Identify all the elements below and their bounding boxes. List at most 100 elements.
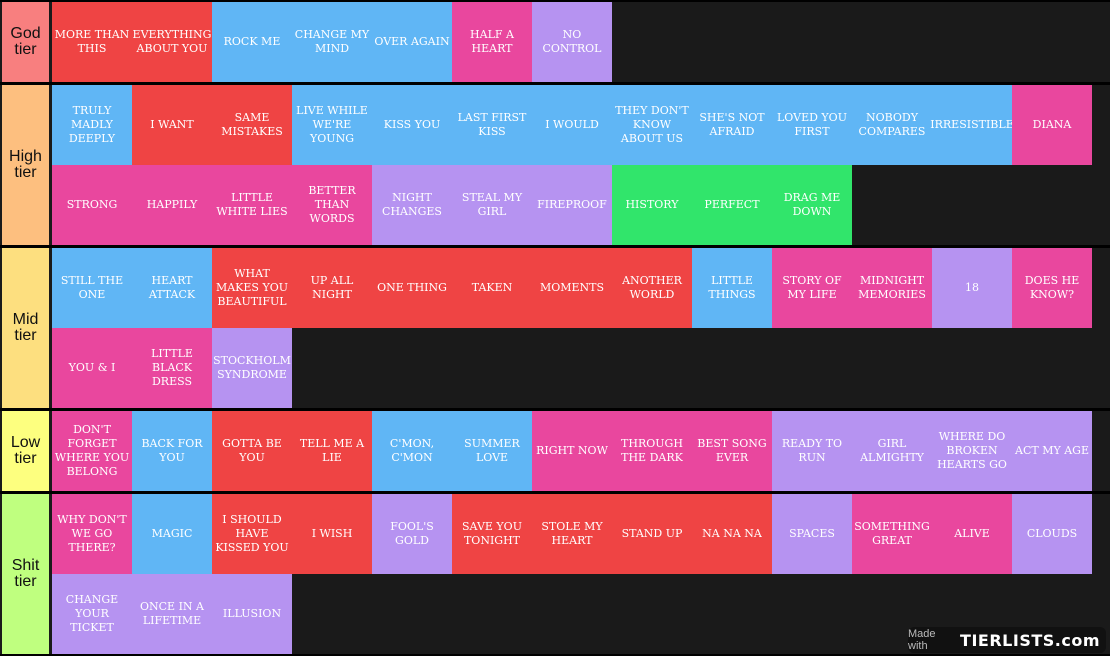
tier-item[interactable]: NIGHT CHANGES	[372, 165, 452, 245]
tier-item[interactable]: I WANT	[132, 85, 212, 165]
tier-item[interactable]: DOES HE KNOW?	[1012, 248, 1092, 328]
tier-items: DON'T FORGET WHERE YOU BELONG BACK FOR YO…	[52, 411, 1092, 491]
tier-item[interactable]: DIANA	[1012, 85, 1092, 165]
tier-item-label: DON'T FORGET WHERE YOU BELONG	[54, 423, 130, 478]
tier-item[interactable]: ONE THING	[372, 248, 452, 328]
tier-item[interactable]: LIVE WHILE WE'RE YOUNG	[292, 85, 372, 165]
tier-item[interactable]: READY TO RUN	[772, 411, 852, 491]
tier-item-label: SPACES	[789, 527, 835, 540]
tier-item[interactable]: TRULY MADLY DEEPLY	[52, 85, 132, 165]
tier-item[interactable]: ILLUSION	[212, 574, 292, 654]
tier-item[interactable]: WHERE DO BROKEN HEARTS GO	[932, 411, 1012, 491]
tier-item[interactable]: STILL THE ONE	[52, 248, 132, 328]
tier-item-label: HALF A HEART	[470, 28, 514, 55]
tier-item[interactable]: BEST SONG EVER	[692, 411, 772, 491]
tier-item-label: SUMMER LOVE	[464, 437, 520, 464]
tier-item-label: TAKEN	[471, 281, 513, 294]
tier-item[interactable]: YOU & I	[52, 328, 132, 408]
tier-item[interactable]: DRAG ME DOWN	[772, 165, 852, 245]
tier-item[interactable]: HISTORY	[612, 165, 692, 245]
tier-item[interactable]: LAST FIRST KISS	[452, 85, 532, 165]
tier-item[interactable]: DON'T FORGET WHERE YOU BELONG	[52, 411, 132, 491]
tier-item[interactable]: MIDNIGHT MEMORIES	[852, 248, 932, 328]
tier-item[interactable]: STAND UP	[612, 494, 692, 574]
tier-item[interactable]: IRRESISTIBLE	[930, 85, 1014, 165]
tier-label[interactable]: God tier	[2, 2, 49, 82]
tier-item[interactable]: KISS YOU	[372, 85, 452, 165]
tier-item[interactable]: WHY DON'T WE GO THERE?	[52, 494, 132, 574]
tier-item-label: THROUGH THE DARK	[621, 437, 683, 464]
tier-item[interactable]: BETTER THAN WORDS	[292, 165, 372, 245]
tier-item-label: C'MON, C'MON	[389, 437, 435, 464]
tier-item[interactable]: CLOUDS	[1012, 494, 1092, 574]
tier-item[interactable]: STORY OF MY LIFE	[772, 248, 852, 328]
tier-label[interactable]: Shit tier	[2, 494, 49, 654]
tier-item[interactable]: LITTLE WHITE LIES	[212, 165, 292, 245]
tier-item[interactable]: SUMMER LOVE	[452, 411, 532, 491]
tier-item[interactable]: TELL ME A LIE	[292, 411, 372, 491]
tier-item[interactable]: HAPPILY	[132, 165, 212, 245]
tier-item[interactable]: BACK FOR YOU	[132, 411, 212, 491]
tier-item-label: TELL ME A LIE	[299, 437, 365, 464]
tier-item[interactable]: ANOTHER WORLD	[612, 248, 692, 328]
tier-item[interactable]: ROCK ME	[212, 2, 292, 82]
tier-item-label: DOES HE KNOW?	[1024, 274, 1080, 301]
tier-item-label: STOLE MY HEART	[541, 520, 603, 547]
tier-item[interactable]: MORE THAN THIS	[52, 2, 132, 82]
tier-item[interactable]: SPACES	[772, 494, 852, 574]
tier-item[interactable]: HALF A HEART	[452, 2, 532, 82]
tier-item-label: TRULY MADLY DEEPLY	[68, 104, 116, 145]
tier-item[interactable]: OVER AGAIN	[372, 2, 452, 82]
tier-label[interactable]: High tier	[2, 85, 49, 245]
tier-item[interactable]: LOVED YOU FIRST	[772, 85, 852, 165]
tier-item[interactable]: MAGIC	[132, 494, 212, 574]
tier-item[interactable]: STOLE MY HEART	[532, 494, 612, 574]
tier-item[interactable]: PERFECT	[692, 165, 772, 245]
tier-item[interactable]: MOMENTS	[532, 248, 612, 328]
tier-item[interactable]: UP ALL NIGHT	[292, 248, 372, 328]
tier-item[interactable]: NOBODY COMPARES	[852, 85, 932, 165]
tier-item-label: WHAT MAKES YOU BEAUTIFUL	[215, 267, 289, 308]
tier-item-label: ACT MY AGE	[1015, 444, 1089, 457]
tier-item-label: IRRESISTIBLE	[930, 118, 1014, 131]
tier-item[interactable]: HEART ATTACK	[132, 248, 212, 328]
tier-item[interactable]: FOOL'S GOLD	[372, 494, 452, 574]
tier-item[interactable]: TAKEN	[452, 248, 532, 328]
tier-label[interactable]: Mid tier	[2, 248, 49, 408]
tier-item[interactable]: NA NA NA	[692, 494, 772, 574]
tier-item[interactable]: EVERYTHING ABOUT YOU	[132, 2, 212, 82]
tier-item-label: RIGHT NOW	[536, 444, 608, 457]
tier-item[interactable]: I SHOULD HAVE KISSED YOU	[212, 494, 292, 574]
tier-label[interactable]: Low tier	[2, 411, 49, 491]
tier-item[interactable]: FIREPROOF	[532, 165, 612, 245]
tier-item[interactable]: GOTTA BE YOU	[212, 411, 292, 491]
tier-item-label: BEST SONG EVER	[697, 437, 767, 464]
tier-item[interactable]: THEY DON'T KNOW ABOUT US	[612, 85, 692, 165]
tier-item[interactable]: ALIVE	[932, 494, 1012, 574]
tier-item[interactable]: LITTLE BLACK DRESS	[132, 328, 212, 408]
tier-item[interactable]: RIGHT NOW	[532, 411, 612, 491]
tier-item[interactable]: WHAT MAKES YOU BEAUTIFUL	[212, 248, 292, 328]
tier-item[interactable]: NO CONTROL	[532, 2, 612, 82]
tier-item[interactable]: ACT MY AGE	[1012, 411, 1092, 491]
tier-item[interactable]: I WOULD	[532, 85, 612, 165]
tier-item[interactable]: SAVE YOU TONIGHT	[452, 494, 532, 574]
tier-item[interactable]: I WISH	[292, 494, 372, 574]
tier-item[interactable]: SOMETHING GREAT	[852, 494, 932, 574]
tier-item[interactable]: STRONG	[52, 165, 132, 245]
tier-item-label: EVERYTHING ABOUT YOU	[132, 28, 212, 55]
tier-item[interactable]: STEAL MY GIRL	[452, 165, 532, 245]
tier-item[interactable]: CHANGE YOUR TICKET	[52, 574, 132, 654]
tier-item[interactable]: STOCKHOLM SYNDROME	[212, 328, 292, 408]
tier-item[interactable]: GIRL ALMIGHTY	[852, 411, 932, 491]
tier-item-label: ONCE IN A LIFETIME	[140, 600, 204, 627]
tier-item[interactable]: LITTLE THINGS	[692, 248, 772, 328]
tier-item[interactable]: 18	[932, 248, 1012, 328]
tier-item[interactable]: ONCE IN A LIFETIME	[132, 574, 212, 654]
tier-item[interactable]: CHANGE MY MIND	[292, 2, 372, 82]
tier-item[interactable]: C'MON, C'MON	[372, 411, 452, 491]
tier-item[interactable]: THROUGH THE DARK	[612, 411, 692, 491]
tier-item[interactable]: SAME MISTAKES	[212, 85, 292, 165]
tier-item-label: CHANGE MY MIND	[294, 28, 370, 55]
tier-item[interactable]: SHE'S NOT AFRAID	[692, 85, 772, 165]
